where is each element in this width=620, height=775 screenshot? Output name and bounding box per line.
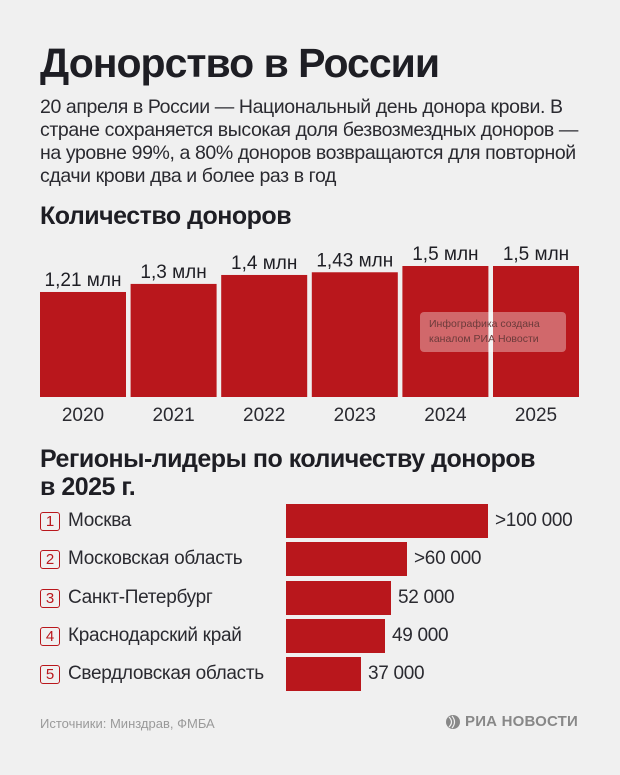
region-row: 5 Свердловская область xyxy=(40,657,264,691)
bar-2023 xyxy=(311,272,398,397)
region-value-label: 49 000 xyxy=(392,625,449,646)
region-bar xyxy=(286,504,488,538)
ria-logo: РИА НОВОСТИ xyxy=(445,713,578,730)
region-name: Краснодарский край xyxy=(68,625,242,646)
x-tick-label: 2023 xyxy=(334,405,376,426)
page-title: Донорство в России xyxy=(40,40,440,86)
region-row: 4 Краснодарский край xyxy=(40,619,242,653)
x-tick-label: 2021 xyxy=(152,405,194,426)
x-tick-label: 2022 xyxy=(243,405,285,426)
bar-value-label: 1,4 млн xyxy=(231,253,297,274)
region-bar xyxy=(286,542,407,576)
regions-title-line2: в 2025 г. xyxy=(40,473,136,501)
region-value-label: >60 000 xyxy=(414,548,482,569)
bar-2025 xyxy=(493,266,579,397)
region-name: Москва xyxy=(68,510,132,531)
rank-badge: 3 xyxy=(40,588,60,608)
ria-logo-text: РИА НОВОСТИ xyxy=(465,713,579,730)
regions-title-line1: Регионы-лидеры по количеству доноров xyxy=(40,445,536,473)
region-bar xyxy=(286,619,385,653)
region-bar xyxy=(286,581,391,615)
bar-value-label: 1,43 млн xyxy=(316,250,393,271)
bar-2024 xyxy=(402,266,489,397)
x-tick-label: 2024 xyxy=(424,405,467,426)
watermark: Инфографика создана каналом РИА Новости xyxy=(420,312,566,352)
bar-2022 xyxy=(221,274,308,397)
region-row: 1 Москва xyxy=(40,504,131,538)
bar-value-label: 1,21 млн xyxy=(45,270,122,291)
rank-badge: 1 xyxy=(40,511,60,531)
lead-paragraph: 20 апреля в России — Национальный день д… xyxy=(40,96,579,187)
bar-value-label: 1,3 млн xyxy=(140,262,206,283)
sources-note: Источники: Минздрав, ФМБА xyxy=(40,716,215,731)
watermark-line1: Инфографика создана xyxy=(429,318,540,330)
region-row: 3 Санкт-Петербург xyxy=(40,581,213,615)
bar-value-label: 1,5 млн xyxy=(412,244,478,265)
x-tick-label: 2025 xyxy=(515,405,557,426)
region-name: Свердловская область xyxy=(68,663,264,684)
region-value-label: 52 000 xyxy=(398,587,455,608)
donors-bar-chart: 1,21 млн 2020 1,3 млн 2021 1,4 млн 2022 1,43 м… xyxy=(40,244,579,426)
region-value-label: >100 000 xyxy=(495,510,573,531)
region-name: Московская область xyxy=(68,548,243,569)
bar-value-label: 1,5 млн xyxy=(503,244,569,265)
region-value-label: 37 000 xyxy=(368,663,425,684)
rank-badge: 4 xyxy=(40,626,60,646)
rank-badge: 2 xyxy=(40,549,60,569)
region-bar xyxy=(286,657,361,691)
watermark-line2: каналом РИА Новости xyxy=(429,333,539,345)
regions-chart-title: Регионы-лидеры по количеству доноров в 2… xyxy=(40,445,536,501)
ria-globe-icon xyxy=(446,714,460,729)
x-tick-label: 2020 xyxy=(62,405,104,426)
bar-2021 xyxy=(130,283,217,397)
region-name: Санкт-Петербург xyxy=(68,587,213,608)
donors-chart-title: Количество доноров xyxy=(40,202,292,230)
region-row: 2 Московская область xyxy=(40,542,243,576)
rank-badge: 5 xyxy=(40,664,60,684)
bar-2020 xyxy=(40,291,126,397)
